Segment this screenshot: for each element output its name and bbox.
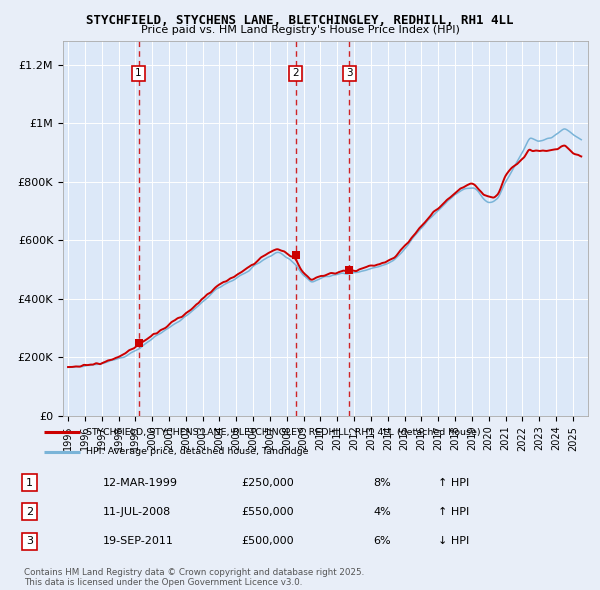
Text: 2: 2 — [26, 507, 33, 517]
Text: 1: 1 — [26, 477, 33, 487]
Text: 11-JUL-2008: 11-JUL-2008 — [103, 507, 171, 517]
Text: HPI: Average price, detached house, Tandridge: HPI: Average price, detached house, Tand… — [86, 447, 308, 456]
Text: 8%: 8% — [373, 477, 391, 487]
Text: 3: 3 — [26, 536, 33, 546]
Text: £550,000: £550,000 — [241, 507, 294, 517]
Text: 6%: 6% — [373, 536, 391, 546]
Text: 2: 2 — [292, 68, 299, 78]
Text: Contains HM Land Registry data © Crown copyright and database right 2025.
This d: Contains HM Land Registry data © Crown c… — [24, 568, 364, 587]
Text: STYCHFIELD, STYCHENS LANE, BLETCHINGLEY, REDHILL, RH1 4LL: STYCHFIELD, STYCHENS LANE, BLETCHINGLEY,… — [86, 14, 514, 27]
Text: £250,000: £250,000 — [241, 477, 294, 487]
Text: 1: 1 — [135, 68, 142, 78]
Text: Price paid vs. HM Land Registry's House Price Index (HPI): Price paid vs. HM Land Registry's House … — [140, 25, 460, 35]
Text: ↑ HPI: ↑ HPI — [438, 507, 469, 517]
Text: 19-SEP-2011: 19-SEP-2011 — [103, 536, 174, 546]
Text: 3: 3 — [346, 68, 353, 78]
Text: STYCHFIELD, STYCHENS LANE, BLETCHINGLEY, REDHILL, RH1 4LL (detached house): STYCHFIELD, STYCHENS LANE, BLETCHINGLEY,… — [86, 428, 481, 437]
Text: 12-MAR-1999: 12-MAR-1999 — [103, 477, 178, 487]
Text: £500,000: £500,000 — [241, 536, 294, 546]
Text: ↑ HPI: ↑ HPI — [438, 477, 469, 487]
Text: ↓ HPI: ↓ HPI — [438, 536, 469, 546]
Text: 4%: 4% — [373, 507, 391, 517]
